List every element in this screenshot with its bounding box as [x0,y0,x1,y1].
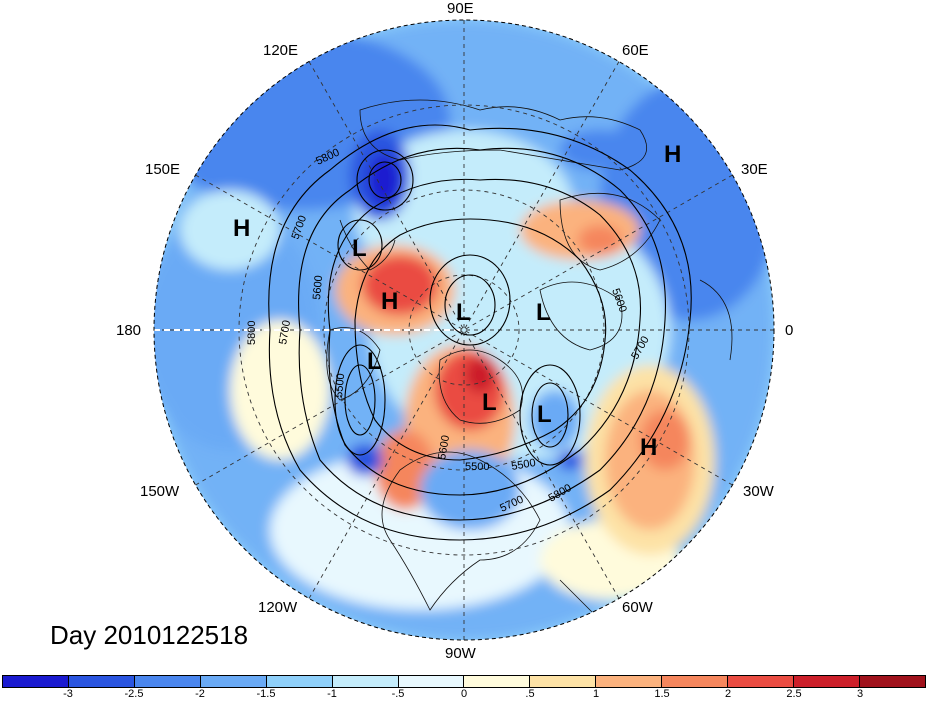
colorbar-segment [464,676,531,687]
contour-label: 5800 [246,321,258,345]
colorbar [2,675,926,688]
contour-label: 5500 [333,373,347,398]
colorbar-segment [596,676,663,687]
contour-label: 5500 [465,461,489,473]
height-contours [268,124,692,541]
colorbar-segment [332,676,399,687]
colorbar-tick-label: -1 [327,688,337,700]
contour-label: 5700 [277,319,293,345]
lon-label-120w: 120W [258,599,298,616]
colorbar-tick-label: -.5 [391,688,405,700]
l-scandinavia: L [536,299,551,326]
l-alaska-south: L [367,348,382,375]
lon-label-30w: 30W [743,483,775,500]
colorbar-tick-label: -2.5 [124,688,144,700]
lon-label-60e: 60E [622,42,649,59]
colorbar-segment [68,676,135,687]
h-alaska: H [381,288,398,315]
colorbar-labels: -3 -2.5 -2 -1.5 -1 -.5 0 .5 1 1.5 2 2.5 3 [0,688,928,702]
lon-label-60w: 60W [622,599,654,616]
lon-label-120e: 120E [263,42,298,59]
colorbar-segment [398,676,465,687]
colorbar-tick-label: -3 [63,688,73,700]
colorbar-segment [134,676,201,687]
h-atlantic: H [640,434,657,461]
lon-label-90e: 90E [447,0,474,17]
lon-label-30e: 30E [741,161,768,178]
day-title: Day 2010122518 [50,620,249,650]
colorbar-segment [859,676,925,687]
colorbar-tick-label: 2 [724,688,732,700]
colorbar-segment [266,676,333,687]
colorbar-tick-label: -2 [195,688,205,700]
lon-label-180: 180 [116,322,141,339]
colorbar-segment [3,676,69,687]
colorbar-segment [794,676,860,687]
contour-label: 5600 [311,275,325,300]
colorbar-segment [530,676,597,687]
h-pacific-west: H [233,215,250,242]
colorbar-tick-label: 3 [856,688,864,700]
colorbar-tick-label: -1.5 [256,688,276,700]
colorbar-tick-label: .5 [525,688,535,700]
colorbar-segment [728,676,795,687]
lon-label-150w: 150W [140,483,180,500]
h-europe-north: H [664,141,681,168]
contour-label: 5500 [510,457,536,473]
l-arctic: L [456,299,471,326]
colorbar-segment [200,676,267,687]
lon-label-0: 0 [785,322,793,339]
l-labrador: L [537,401,552,428]
colorbar-segment [662,676,729,687]
colorbar-tick-label: 2.5 [786,688,802,700]
lon-label-90w: 90W [445,645,477,662]
l-kamchatka: L [352,235,367,262]
colorbar-tick-label: 1 [592,688,600,700]
pressure-centers: H H H H L L L L L L [233,141,681,461]
longitude-labels: 90E 60E 30E 0 30W 60W 90W 120W 150W 180 … [116,0,793,662]
l-canada: L [482,389,497,416]
colorbar-tick-label: 0 [460,688,468,700]
map-boundary [153,19,775,641]
lon-label-150e: 150E [145,161,180,178]
colorbar-tick-label: 1.5 [654,688,670,700]
contour-label: 5600 [436,434,452,460]
